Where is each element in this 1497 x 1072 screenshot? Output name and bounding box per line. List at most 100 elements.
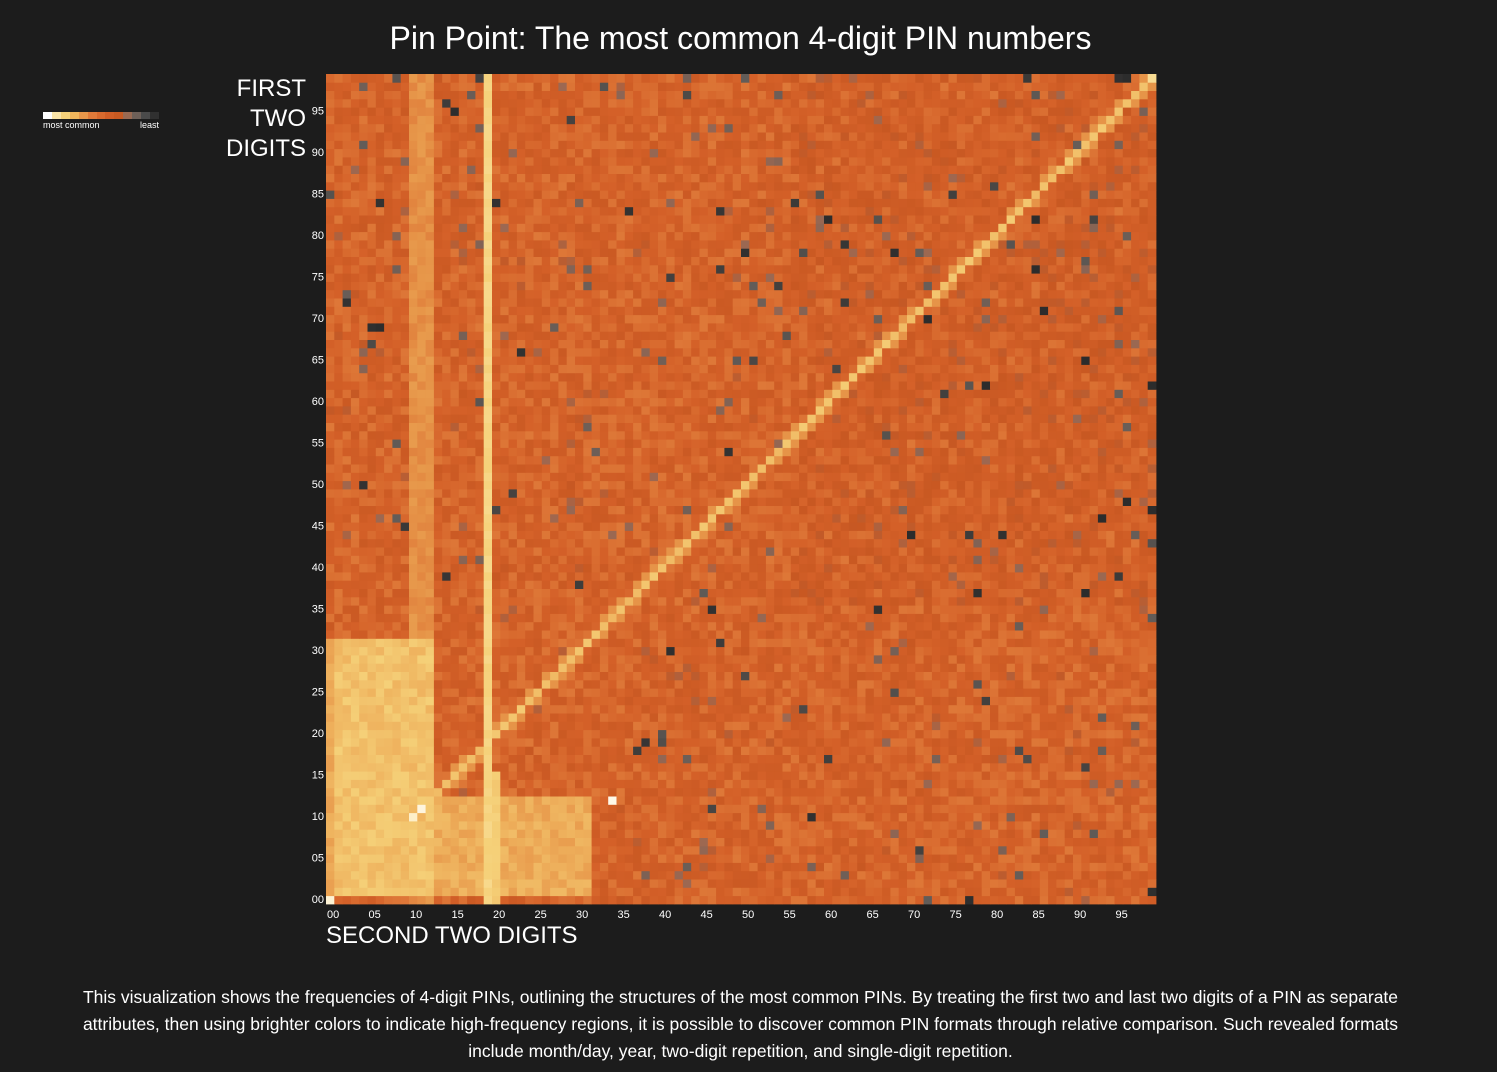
heatmap-cell <box>591 704 601 714</box>
heatmap-cell <box>998 679 1007 689</box>
heatmap-cell <box>1081 596 1090 606</box>
heatmap-cell <box>649 513 659 523</box>
heatmap-cell <box>599 837 609 847</box>
heatmap-cell <box>475 762 485 772</box>
heatmap-cell <box>533 547 543 556</box>
heatmap-cell <box>334 646 343 656</box>
heatmap-cell <box>732 804 742 814</box>
heatmap-cell <box>799 821 808 830</box>
heatmap-cell <box>882 580 891 589</box>
heatmap-cell <box>824 505 833 515</box>
heatmap-cell <box>400 530 410 540</box>
heatmap-cell <box>890 713 900 722</box>
heatmap-cell <box>915 754 924 764</box>
heatmap-cell <box>467 538 476 548</box>
heatmap-cell <box>1089 738 1099 747</box>
heatmap-cell <box>450 812 460 822</box>
heatmap-cell <box>367 738 377 747</box>
heatmap-cell <box>641 812 651 822</box>
heatmap-cell <box>467 655 476 664</box>
heatmap-cell <box>1114 845 1124 855</box>
heatmap-cell <box>384 879 393 888</box>
heatmap-cell <box>923 538 933 548</box>
heatmap-cell <box>716 489 725 498</box>
heatmap-cell <box>815 613 825 623</box>
heatmap-cell <box>359 596 368 606</box>
heatmap-cell <box>1039 746 1049 755</box>
heatmap-cell <box>1056 655 1066 664</box>
heatmap-cell <box>1147 522 1157 531</box>
heatmap-cell <box>1139 704 1149 714</box>
heatmap-cell <box>550 696 559 706</box>
heatmap-cell <box>1006 845 1016 855</box>
heatmap-cell <box>633 580 642 589</box>
heatmap-cell <box>1064 762 1074 772</box>
heatmap-cell <box>824 854 833 863</box>
heatmap-cell <box>392 854 402 863</box>
heatmap-cell <box>691 796 700 805</box>
heatmap-cell <box>707 555 717 565</box>
heatmap-cell <box>533 713 543 722</box>
heatmap-cell <box>898 821 908 830</box>
heatmap-cell <box>956 704 966 714</box>
heatmap-cell <box>666 679 675 689</box>
heatmap-cell <box>1122 746 1132 755</box>
heatmap-cell <box>1106 646 1115 656</box>
heatmap-cell <box>1014 613 1024 623</box>
heatmap-cell <box>915 613 924 623</box>
heatmap-cell <box>458 621 468 631</box>
heatmap-cell <box>990 729 999 739</box>
heatmap-cell <box>973 704 983 714</box>
heatmap-cell <box>707 489 717 498</box>
heatmap-cell <box>624 762 634 772</box>
heatmap-cell <box>392 696 402 706</box>
heatmap-cell <box>865 754 875 764</box>
heatmap-cell <box>334 572 343 581</box>
heatmap-cell <box>350 729 360 739</box>
heatmap-cell <box>699 630 709 639</box>
heatmap-cell <box>940 547 949 556</box>
heatmap-cell <box>583 704 592 714</box>
heatmap-cell <box>765 762 775 772</box>
heatmap-cell <box>541 704 551 714</box>
heatmap-cell <box>409 530 418 540</box>
heatmap-cell <box>691 588 700 598</box>
heatmap-cell <box>433 646 443 656</box>
heatmap-cell <box>558 870 568 880</box>
heatmap-cell <box>757 845 767 855</box>
heatmap-cell <box>956 779 966 789</box>
heatmap-cell <box>1056 721 1066 731</box>
heatmap-cell <box>865 829 875 838</box>
heatmap-cell <box>973 837 983 847</box>
heatmap-cell <box>981 605 991 614</box>
heatmap-cell <box>981 754 991 764</box>
heatmap-cell <box>384 845 393 855</box>
heatmap-cell <box>458 779 468 789</box>
heatmap-cell <box>1106 605 1115 614</box>
heatmap-cell <box>998 787 1007 797</box>
heatmap-cell <box>367 663 377 672</box>
heatmap-cell <box>541 497 551 506</box>
heatmap-cell <box>1039 497 1049 506</box>
heatmap-cell <box>1131 779 1140 789</box>
heatmap-cell <box>699 746 709 755</box>
heatmap-cell <box>765 555 775 565</box>
heatmap-cell <box>948 713 958 722</box>
heatmap-cell <box>915 779 924 789</box>
heatmap-cell <box>790 547 800 556</box>
heatmap-cell <box>691 704 700 714</box>
heatmap-cell <box>533 829 543 838</box>
heatmap-cell <box>433 513 443 523</box>
heatmap-cell <box>973 713 983 722</box>
heatmap-cell <box>915 646 924 656</box>
heatmap-cell <box>840 870 850 880</box>
heatmap-cell <box>765 572 775 581</box>
heatmap-cell <box>799 563 808 573</box>
heatmap-cell <box>956 812 966 822</box>
heatmap-cell <box>832 721 841 731</box>
heatmap-cell <box>641 796 651 805</box>
heatmap-cell <box>334 729 343 739</box>
heatmap-cell <box>674 804 684 814</box>
heatmap-cell <box>824 563 833 573</box>
heatmap-cell <box>1089 596 1099 606</box>
